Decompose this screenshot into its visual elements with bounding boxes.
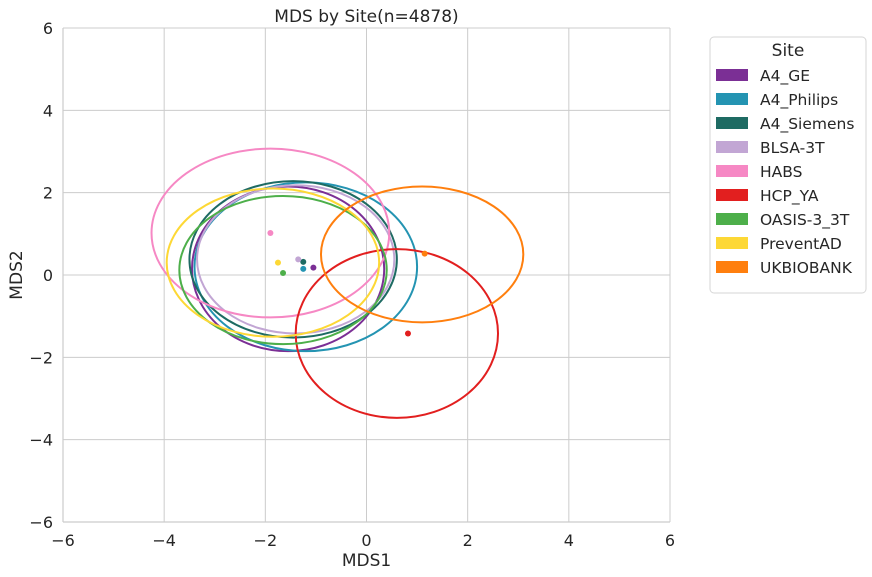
plot-area xyxy=(150,147,525,419)
legend-frame xyxy=(709,36,867,294)
legend-label: HABS xyxy=(760,163,802,181)
x-tick-label: 2 xyxy=(463,531,473,550)
centroid-point-oasis-3-3t xyxy=(280,269,287,276)
legend-label: BLSA-3T xyxy=(760,139,825,157)
confidence-ellipse-hcp-ya xyxy=(294,248,500,419)
x-tick-label: 0 xyxy=(361,531,371,550)
centroid-point-ukbiobank xyxy=(421,250,428,257)
legend-swatch xyxy=(716,237,748,249)
y-axis-label: MDS2 xyxy=(7,250,27,299)
legend-label: HCP_YA xyxy=(760,187,819,206)
centroid-point-blsa-3t xyxy=(295,256,302,263)
legend-swatch xyxy=(716,261,748,273)
chart-title: MDS by Site(n=4878) xyxy=(274,7,458,27)
centroid-point-habs xyxy=(267,230,274,237)
confidence-ellipse-habs xyxy=(150,147,391,319)
legend-swatch xyxy=(716,117,748,129)
centroid-point-a4-ge xyxy=(310,264,317,271)
x-tick-label: 6 xyxy=(665,531,675,550)
centroid-point-a4-siemens xyxy=(300,258,307,265)
legend-swatch xyxy=(716,141,748,153)
legend-swatch xyxy=(716,93,748,105)
confidence-ellipse-ukbiobank xyxy=(319,185,525,324)
x-tick-label: −6 xyxy=(51,531,75,550)
legend-swatch xyxy=(716,213,748,225)
confidence-ellipse-preventad xyxy=(165,187,381,338)
y-tick-label: 0 xyxy=(43,266,53,285)
axes: −6 −4 −2 0 2 4 6 −6 −4 −2 0 2 4 6 xyxy=(29,19,675,550)
legend-title: Site xyxy=(772,41,805,61)
x-tick-label: 4 xyxy=(564,531,574,550)
confidence-ellipse-a4-siemens xyxy=(188,180,398,339)
y-tick-label: −2 xyxy=(29,348,53,367)
legend-label: OASIS-3_3T xyxy=(760,211,850,230)
legend-swatch xyxy=(716,189,748,201)
confidence-ellipse-oasis-3-3t xyxy=(178,194,388,346)
y-tick-label: 4 xyxy=(43,101,53,120)
confidence-ellipse-a4-ge xyxy=(190,185,386,353)
centroid-point-preventad xyxy=(274,259,281,266)
legend-swatch xyxy=(716,69,748,81)
legend-swatch xyxy=(716,165,748,177)
y-tick-label: −6 xyxy=(29,513,53,532)
x-tick-label: −2 xyxy=(254,531,278,550)
y-tick-label: −4 xyxy=(29,431,53,450)
legend-label: A4_GE xyxy=(760,67,810,86)
y-tick-label: 2 xyxy=(43,184,53,203)
centroid-point-a4-philips xyxy=(300,265,307,272)
x-tick-label: −4 xyxy=(152,531,176,550)
legend: Site A4_GE A4_Philips A4_Siemens BLSA-3T HABS… xyxy=(709,36,867,294)
y-tick-label: 6 xyxy=(43,19,53,38)
legend-label: PreventAD xyxy=(760,235,842,253)
x-axis-label: MDS1 xyxy=(342,551,391,571)
legend-label: A4_Philips xyxy=(760,91,838,110)
legend-label: A4_Siemens xyxy=(760,115,854,134)
legend-label: UKBIOBANK xyxy=(760,259,853,277)
centroid-point-hcp-ya xyxy=(404,330,411,337)
